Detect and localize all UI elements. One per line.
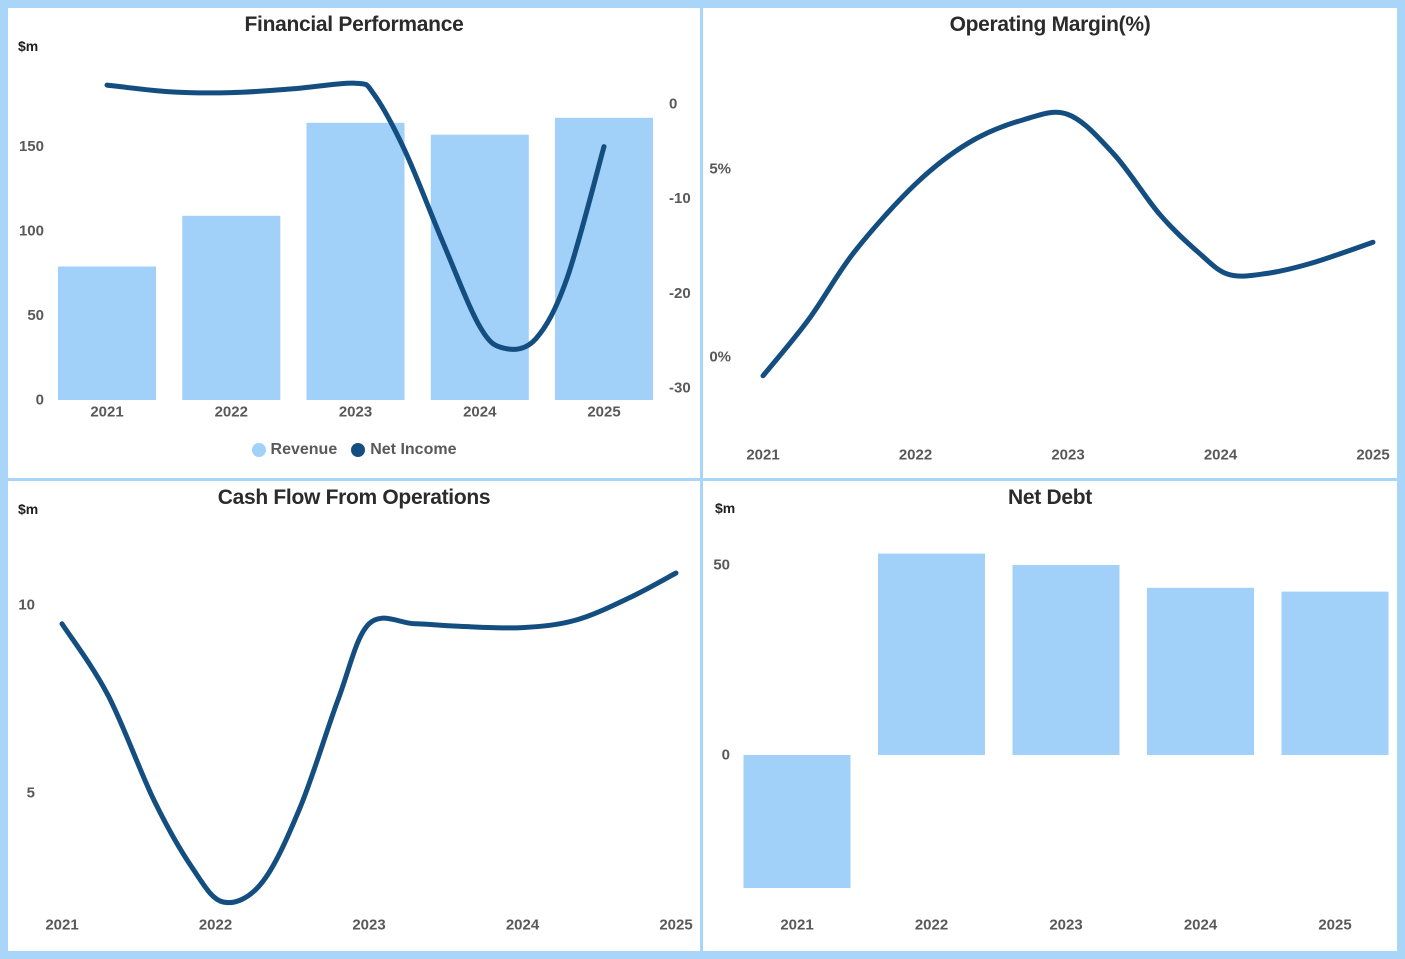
x-axis-tick-label: 2025: [587, 404, 620, 421]
x-axis-tick-label: 2021: [90, 404, 123, 421]
panel-operating-margin: Operating Margin(%) 5% 0% 2021 2022 2023 2024…: [703, 8, 1397, 478]
legend-item-revenue: Revenue: [251, 441, 338, 459]
net-income-legend-dot-icon: [351, 443, 366, 457]
axis-unit-label: $m: [18, 38, 39, 54]
legend-label-net-income: Net Income: [370, 441, 457, 458]
legend: Revenue Net Income: [8, 441, 700, 459]
chart-title-net-debt: Net Debt: [1008, 486, 1092, 509]
chart-title-cash-flow: Cash Flow From Operations: [217, 486, 491, 509]
operating-margin-line: [760, 109, 1376, 379]
y-axis-tick-label: 150: [19, 138, 44, 155]
revenue-bar-2022: [182, 215, 281, 400]
net-debt-bar-2024: [1147, 587, 1254, 755]
x-axis-tick-label: 2023: [1049, 917, 1082, 934]
secondary-y-axis-tick-label: -20: [669, 285, 691, 302]
x-axis-tick-label: 2024: [1204, 447, 1238, 464]
revenue-legend-dot-icon: [251, 443, 266, 457]
y-axis-tick-label: 0: [722, 747, 730, 764]
x-axis-tick-label: 2022: [215, 404, 248, 421]
y-axis-tick-label: 5%: [709, 161, 731, 178]
x-axis-tick-label: 2025: [1356, 447, 1389, 464]
financial-performance-chart: 0 50 100 150 0 -10 -20 -30 2021 2022 2023 2024 2025: [19, 80, 691, 421]
x-axis-tick-label: 2022: [199, 917, 232, 934]
x-axis-tick-label: 2021: [45, 917, 78, 934]
net-debt-bar-2021: [743, 755, 851, 888]
revenue-bar-2024: [430, 134, 529, 400]
secondary-y-axis-tick-label: -10: [669, 190, 691, 207]
x-axis-tick-label: 2022: [899, 447, 932, 464]
axis-unit-label: $m: [18, 501, 39, 517]
legend-item-net-income: Net Income: [351, 441, 456, 459]
x-axis-tick-label: 2023: [352, 917, 385, 934]
legend-label-revenue: Revenue: [270, 441, 338, 458]
x-axis-tick-label: 2021: [780, 917, 813, 934]
axis-unit-label: $m: [715, 500, 736, 516]
x-axis-tick-label: 2024: [1184, 917, 1218, 934]
net-debt-bar-2025: [1281, 591, 1389, 755]
y-axis-tick-label: 50: [27, 307, 44, 324]
y-axis-tick-label: 5: [27, 785, 35, 802]
y-axis-tick-label: 10: [18, 597, 35, 614]
cash-flow-chart: 10 5 2021 2022 2023 2024 2025: [18, 570, 693, 934]
x-axis-tick-label: 2023: [1051, 447, 1084, 464]
revenue-bar-2021: [58, 266, 156, 400]
panel-net-debt: Net Debt $m 50 0 2021 2022 2023 2024 2025: [703, 481, 1397, 951]
chart-title-financial-performance: Financial Performance: [244, 13, 464, 36]
net-debt-bar-2023: [1012, 565, 1120, 755]
y-axis-tick-label: 50: [713, 557, 730, 574]
x-axis-tick-label: 2024: [463, 404, 497, 421]
cash-flow-from-operations-line: [59, 570, 679, 906]
operating-margin-chart: 5% 0% 2021 2022 2023 2024 2025: [709, 109, 1390, 464]
x-axis-tick-label: 2025: [1318, 917, 1351, 934]
panel-cash-flow: Cash Flow From Operations $m 10 5 2021 2022…: [8, 481, 700, 951]
secondary-y-axis-tick-label: -30: [669, 380, 691, 397]
revenue-bar-2023: [306, 122, 405, 401]
secondary-y-axis-tick-label: 0: [669, 96, 677, 113]
revenue-bar-2025: [555, 117, 653, 401]
net-debt-chart: 50 0 2021 2022 2023 2024 2025: [713, 553, 1389, 934]
x-axis-tick-label: 2024: [506, 917, 540, 934]
net-debt-bar-2022: [878, 553, 985, 755]
x-axis-tick-label: 2025: [659, 917, 692, 934]
y-axis-tick-label: 0: [36, 392, 44, 409]
chart-title-operating-margin: Operating Margin(%): [949, 13, 1151, 36]
x-axis-tick-label: 2021: [746, 447, 779, 464]
net-income-line: [104, 80, 607, 352]
y-axis-tick-label: 0%: [709, 349, 731, 366]
panel-financial-performance: Financial Performance $m 0 50 100 150 0 -10 -2…: [8, 8, 700, 478]
y-axis-tick-label: 100: [19, 223, 44, 240]
x-axis-tick-label: 2023: [339, 404, 372, 421]
x-axis-tick-label: 2022: [915, 917, 948, 934]
